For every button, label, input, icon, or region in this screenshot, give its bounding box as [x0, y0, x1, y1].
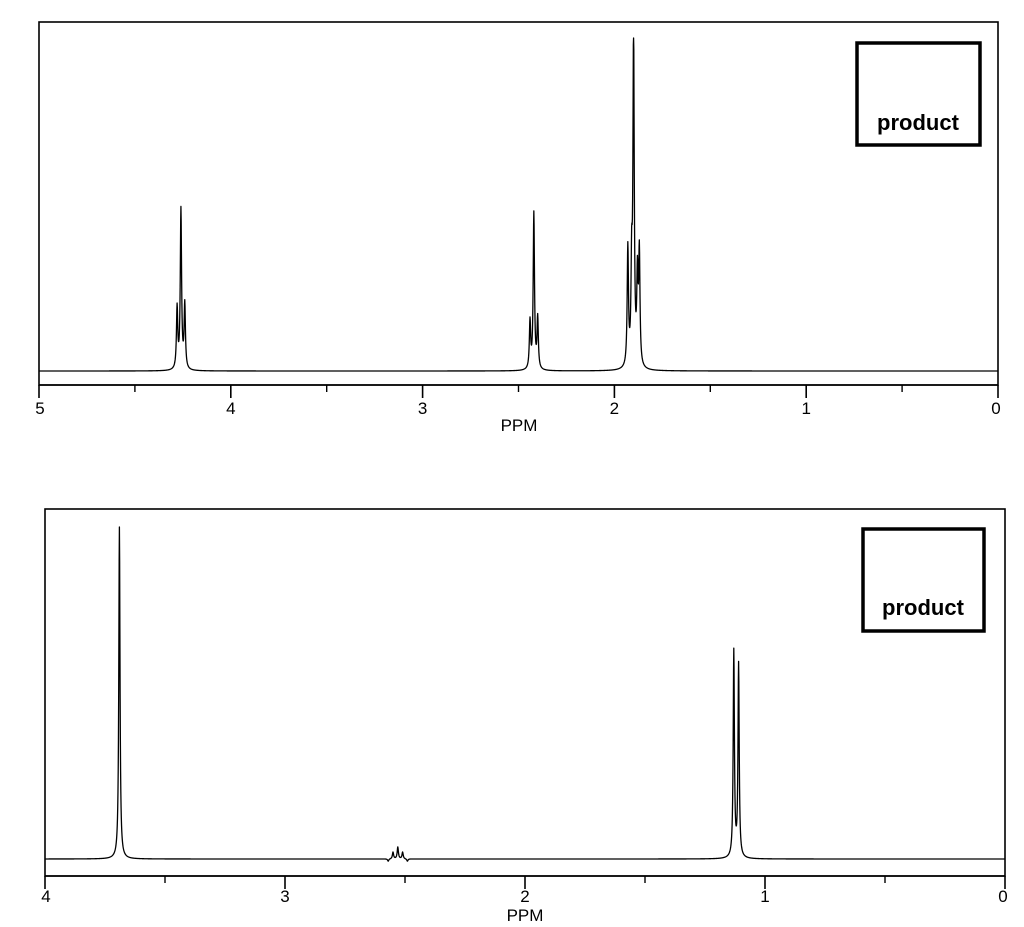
x-axis-label: PPM: [501, 416, 538, 435]
spectrum-panel-bottom: 4 3 2 1 0 PPM product: [41, 508, 1008, 925]
x-tick-label: 3: [418, 399, 427, 418]
product-box-frame: [855, 41, 982, 147]
x-tick-label: 0: [998, 887, 1007, 906]
product-label-box: product: [855, 41, 982, 147]
x-tick-label: 3: [280, 887, 289, 906]
x-axis-label: PPM: [507, 906, 544, 925]
product-label: product: [882, 595, 965, 620]
x-axis-ticks: 4 3 2 1 0: [41, 876, 1008, 906]
product-box-frame: [861, 527, 986, 633]
spectrum-panel-top: 5 4 3 2 1 0 PPM product: [35, 21, 1001, 435]
x-tick-label: 1: [801, 399, 810, 418]
x-tick-label: 1: [760, 887, 769, 906]
x-tick-label: 2: [610, 399, 619, 418]
x-tick-label: 4: [41, 887, 50, 906]
x-axis-ticks: 5 4 3 2 1 0: [35, 385, 1001, 418]
x-tick-label: 4: [226, 399, 235, 418]
product-label-box: product: [861, 527, 986, 633]
plot-frame: [44, 508, 1006, 877]
x-tick-label: 0: [991, 399, 1000, 418]
x-tick-label: 2: [520, 887, 529, 906]
product-label: product: [877, 110, 960, 135]
spectrum-trace: [38, 37, 999, 372]
x-tick-label: 5: [35, 399, 44, 418]
spectrum-trace: [44, 526, 1006, 862]
